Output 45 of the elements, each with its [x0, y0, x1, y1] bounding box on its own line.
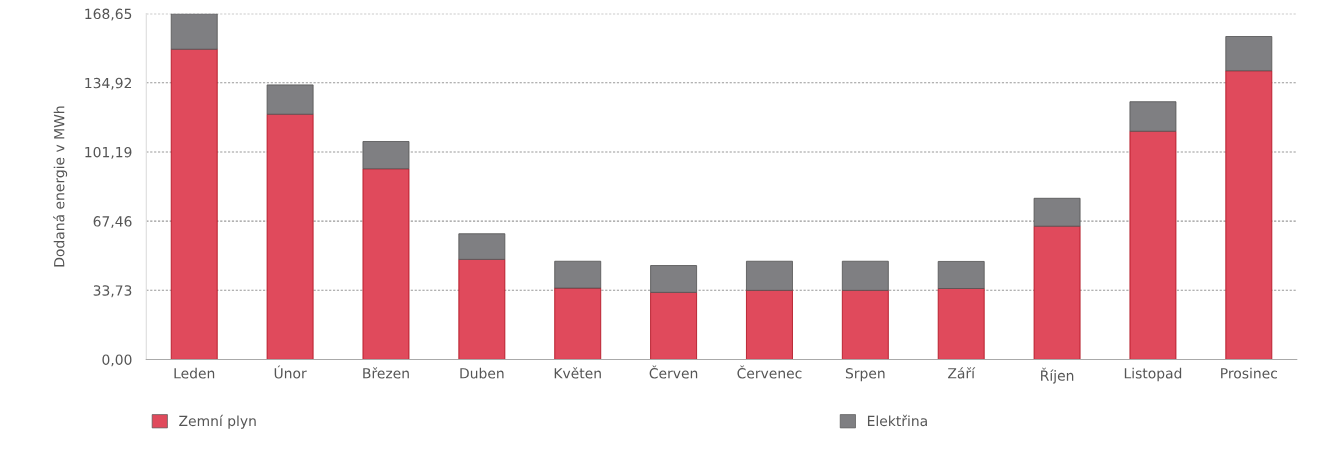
- y-tick-label: 67,46: [93, 216, 132, 229]
- bar: [170, 13, 218, 50]
- x-tick-label: Květen: [554, 367, 601, 379]
- bar: [1225, 70, 1273, 360]
- bar: [746, 260, 793, 291]
- bar: [266, 113, 314, 360]
- y-tick-label: 101,19: [85, 146, 132, 159]
- bar: [1225, 36, 1273, 72]
- x-tick-label: Září: [948, 367, 976, 379]
- x-tick-label: Únor: [274, 365, 307, 379]
- legend-label: Zemní plyn: [179, 414, 256, 429]
- x-tick-label: Leden: [174, 367, 215, 379]
- bar: [1033, 197, 1081, 227]
- y-axis-title: Dodaná energie v MWh: [53, 106, 68, 267]
- bar: [554, 287, 602, 360]
- bar: [937, 288, 985, 360]
- bar: [746, 289, 793, 360]
- x-tick-label: Červenec: [737, 365, 802, 379]
- x-tick-label: Březen: [363, 367, 409, 379]
- bar: [650, 265, 698, 293]
- y-tick-label: 168,65: [85, 8, 132, 21]
- x-tick-label: Červen: [649, 365, 698, 379]
- bar: [458, 233, 506, 260]
- y-tick-label: 33,73: [93, 285, 132, 298]
- x-tick-label: Duben: [460, 367, 504, 379]
- bar: [554, 260, 602, 289]
- bar: [170, 48, 218, 360]
- bar: [1033, 225, 1081, 360]
- x-tick-label: Prosinec: [1221, 367, 1278, 379]
- bar: [266, 84, 314, 115]
- y-tick-label: 134,92: [85, 77, 132, 90]
- bar: [841, 289, 889, 360]
- legend-label: Elektřina: [867, 414, 927, 427]
- bar: [1129, 130, 1177, 360]
- x-tick-label: Listopad: [1124, 367, 1182, 382]
- x-tick-label: Říjen: [1041, 367, 1074, 384]
- x-tick-label: Srpen: [845, 368, 885, 382]
- bar: [650, 291, 698, 360]
- bar: [937, 261, 985, 289]
- bar: [362, 168, 410, 360]
- bar: [458, 258, 506, 360]
- bar: [1129, 101, 1177, 132]
- bar: [362, 141, 410, 170]
- bar: [841, 260, 889, 291]
- y-tick-label: 0,00: [102, 354, 132, 367]
